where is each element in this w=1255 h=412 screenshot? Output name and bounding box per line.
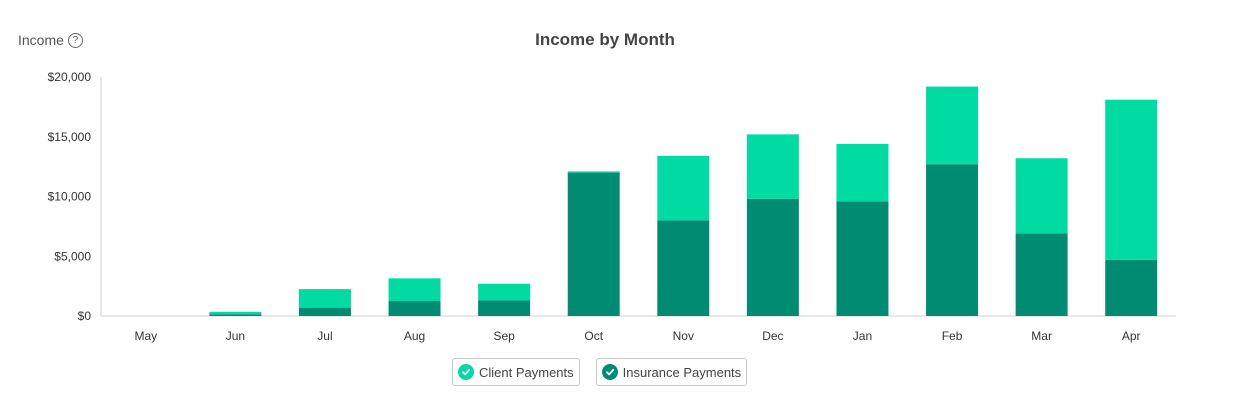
- x-tick-label: Apr: [1122, 329, 1141, 343]
- x-tick-label: May: [134, 329, 157, 343]
- bar-insurance-payments-jul: [298, 307, 351, 316]
- bar-client-payments-nov: [657, 155, 710, 221]
- bar-client-payments-feb: [926, 86, 979, 165]
- bar-client-payments-jun: [209, 311, 262, 315]
- y-tick-label: $10,000: [48, 190, 92, 204]
- help-icon[interactable]: ?: [67, 32, 83, 48]
- page-label-text: Income: [18, 32, 64, 48]
- check-circle-icon: [458, 364, 474, 380]
- bar-client-payments-jul: [298, 289, 351, 308]
- legend-item-insurance-payments[interactable]: Insurance Payments: [595, 358, 748, 386]
- bar-insurance-payments-aug: [388, 301, 441, 316]
- check-circle-icon: [601, 364, 618, 380]
- bar-insurance-payments-oct: [567, 172, 620, 316]
- bar-client-payments-dec: [746, 134, 799, 199]
- bar-insurance-payments-feb: [926, 164, 979, 316]
- x-tick-label: Feb: [942, 329, 963, 343]
- legend-label: Insurance Payments: [622, 364, 742, 380]
- bar-insurance-payments-nov: [657, 220, 710, 316]
- chart-legend: Client Payments Insurance Payments: [452, 358, 748, 386]
- x-tick-label: Oct: [584, 329, 603, 343]
- bar-client-payments-apr: [1105, 99, 1158, 260]
- legend-item-client-payments[interactable]: Client Payments: [452, 358, 580, 386]
- x-tick-label: Mar: [1031, 329, 1052, 343]
- bar-client-payments-aug: [388, 278, 441, 302]
- y-tick-label: $5,000: [54, 249, 91, 263]
- x-tick-label: Sep: [493, 329, 515, 343]
- page-label: Income ?: [18, 32, 83, 48]
- bar-insurance-payments-apr: [1105, 259, 1158, 316]
- y-tick-label: $20,000: [48, 70, 92, 84]
- x-tick-label: Jun: [226, 329, 245, 343]
- chart-title: Income by Month: [535, 30, 675, 49]
- bar-insurance-payments-dec: [746, 198, 799, 316]
- bar-client-payments-mar: [1015, 158, 1068, 234]
- x-tick-label: Jul: [317, 329, 332, 343]
- legend-label: Client Payments: [479, 364, 574, 380]
- bar-insurance-payments-jun: [209, 314, 262, 316]
- bar-insurance-payments-sep: [478, 300, 531, 316]
- bar-client-payments-jan: [836, 143, 889, 202]
- x-tick-label: Dec: [762, 329, 783, 343]
- x-tick-label: Nov: [673, 329, 694, 343]
- bar-client-payments-oct: [567, 171, 620, 173]
- bar-client-payments-sep: [478, 283, 531, 301]
- income-chart: $0 $5,000 $10,000 $15,000 $20,000 May Jun Jul Au…: [48, 70, 1176, 343]
- y-tick-label: $15,000: [48, 130, 92, 144]
- x-tick-label: Jan: [853, 329, 872, 343]
- x-tick-label: Aug: [404, 329, 425, 343]
- bar-insurance-payments-jan: [836, 201, 889, 316]
- y-tick-label: $0: [78, 309, 92, 323]
- bar-insurance-payments-mar: [1015, 233, 1068, 316]
